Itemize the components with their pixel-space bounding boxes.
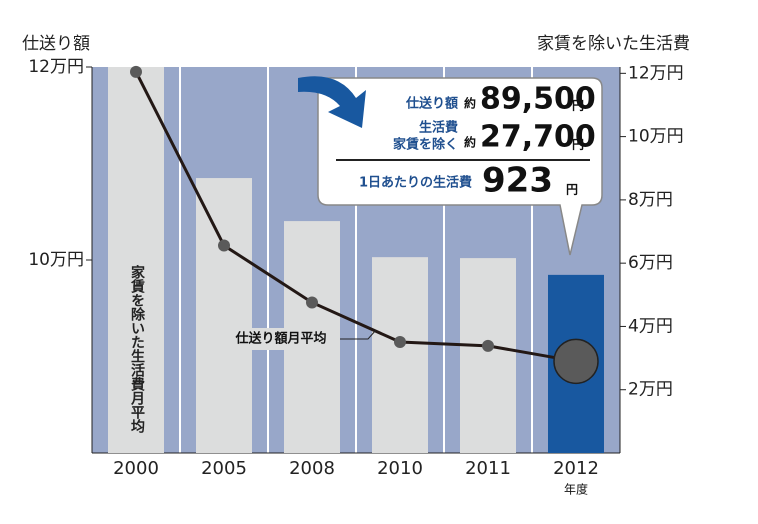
x-tick-label: 2008	[289, 458, 335, 479]
point	[553, 338, 599, 385]
point	[218, 239, 230, 252]
y-tick-label: 10万円	[28, 250, 84, 270]
callout-value: 27,700	[480, 120, 596, 155]
point	[130, 65, 142, 78]
callout-value: 923	[482, 161, 553, 201]
callout-unit: 円	[572, 99, 584, 113]
line-note-bg	[222, 328, 340, 350]
leader-line	[340, 329, 377, 340]
y2-tick-label: 12万円	[628, 63, 684, 83]
x-tick-label: 2005	[201, 458, 247, 479]
y-axis-title: 仕送り額	[22, 34, 90, 54]
y2-tick-label: 4万円	[628, 316, 673, 336]
callout-approx: 約	[464, 96, 476, 111]
callout-value: 89,500	[480, 82, 596, 117]
bar	[372, 257, 428, 453]
callout-label: 生活費	[419, 120, 458, 136]
x-tick-label: 2000	[113, 458, 159, 479]
point	[394, 336, 406, 349]
x-unit: 年度	[564, 482, 588, 497]
point	[306, 296, 318, 309]
bar-note: 家賃を除いた生活費月平均	[129, 264, 146, 434]
y-tick-label: 12万円	[28, 57, 84, 77]
callout-unit: 円	[566, 183, 578, 197]
y2-tick-label: 6万円	[628, 253, 673, 273]
line-note: 仕送り額月平均	[234, 331, 326, 347]
callout-label: 仕送り額	[405, 96, 458, 112]
x-tick-label: 2010	[377, 458, 423, 479]
y2-axis-title: 家賃を除いた生活費	[537, 34, 690, 54]
y2-tick-label: 10万円	[628, 127, 684, 147]
bar	[196, 178, 252, 454]
point	[482, 339, 494, 352]
line	[134, 71, 577, 363]
bar	[460, 258, 516, 453]
arrow-icon	[298, 76, 366, 128]
callout-unit: 円	[572, 138, 584, 152]
bar	[108, 67, 164, 453]
x-tick-label: 2012	[553, 458, 599, 479]
x-tick-label: 2011	[465, 458, 511, 479]
callout-approx: 約	[464, 135, 476, 150]
y2-tick-label: 2万円	[628, 380, 673, 400]
callout-label: 1日あたりの生活費	[359, 175, 472, 191]
y2-tick-label: 8万円	[628, 190, 673, 210]
callout-label: 家賃を除く	[393, 137, 458, 153]
